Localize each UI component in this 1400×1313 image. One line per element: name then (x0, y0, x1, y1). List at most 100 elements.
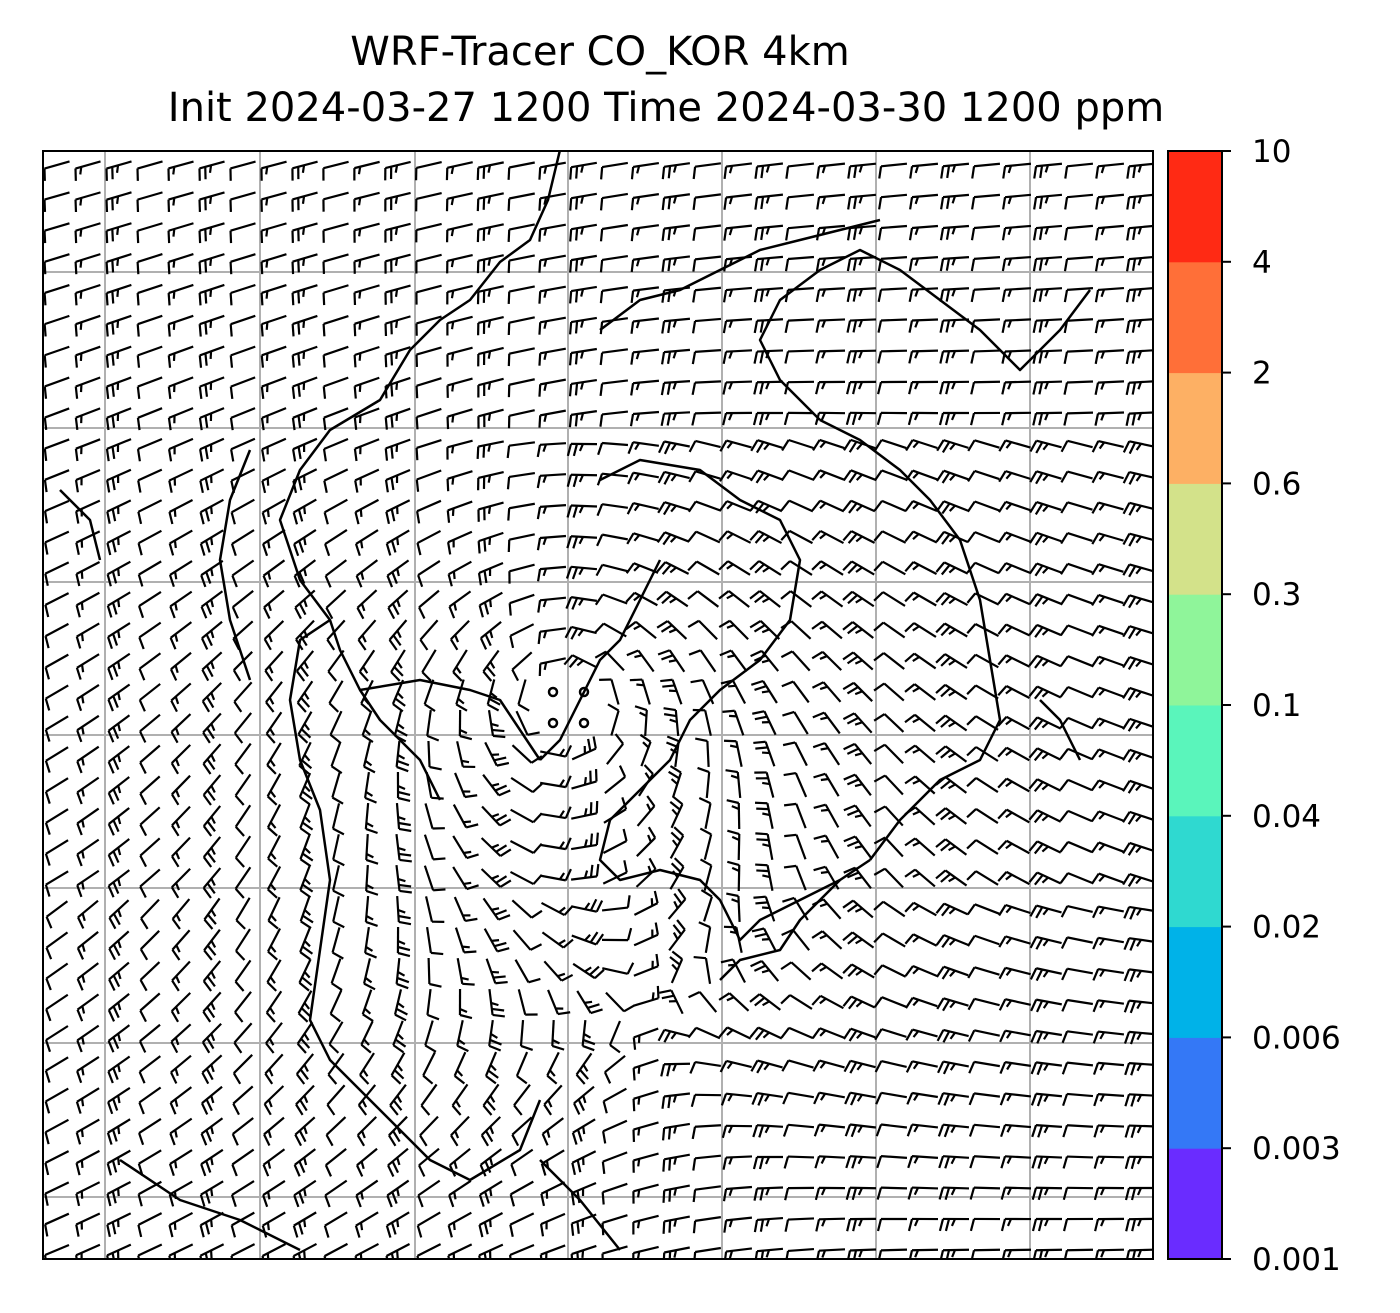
wind-barb (200, 559, 224, 588)
wind-barb (537, 627, 567, 645)
wind-barb (1122, 625, 1153, 640)
wind-barb (904, 964, 938, 978)
wind-barb (908, 380, 939, 395)
wind-barb (331, 772, 344, 805)
wind-barb (515, 710, 540, 736)
wind-barb (780, 650, 811, 672)
wind-barb (967, 997, 1000, 1011)
wind-barb (266, 773, 282, 806)
wind-barb (74, 468, 101, 493)
wind-barb (266, 742, 282, 775)
wind-barb (668, 765, 683, 798)
wind-barb (230, 498, 255, 525)
coastline-segment (598, 819, 871, 942)
wind-barb (106, 622, 131, 650)
wind-barb (107, 714, 131, 743)
wind-barb (659, 989, 684, 1015)
wind-barb (446, 408, 473, 430)
wind-barb (138, 621, 162, 650)
wind-barb (998, 470, 1031, 483)
wind-barb (657, 470, 690, 485)
wind-barb (170, 774, 191, 806)
wind-barb (601, 1151, 628, 1175)
wind-barb (602, 1087, 627, 1114)
wind-barb (783, 864, 807, 891)
colorbar-tick-label: 0.006 (1252, 1020, 1341, 1056)
wind-barb (1090, 872, 1124, 885)
wind-barb (572, 962, 605, 980)
wind-barb (1030, 1029, 1063, 1044)
wind-barb (846, 318, 877, 333)
wind-barb (630, 348, 660, 365)
wind-barb (811, 994, 844, 1010)
wind-barb (230, 1211, 255, 1238)
wind-barb (477, 316, 504, 336)
wind-barb (75, 653, 100, 680)
wind-barb (107, 869, 131, 898)
wind-barb (784, 318, 815, 334)
wind-barb (511, 651, 533, 682)
wind-barb (43, 438, 70, 461)
wind-barb (446, 346, 473, 367)
wind-barb (295, 1053, 315, 1085)
wind-barb (843, 1059, 876, 1074)
wind-barb (447, 560, 472, 587)
wind-barb (816, 1248, 846, 1259)
wind-barb (392, 1020, 407, 1054)
wind-barb (998, 903, 1031, 917)
wind-barb (781, 928, 810, 951)
wind-barb (417, 1179, 441, 1208)
wind-barb (506, 471, 536, 490)
wind-barb (1059, 593, 1093, 606)
map-subtitle: Init 2024-03-27 1200 Time 2024-03-30 120… (167, 85, 1165, 131)
calm-wind-marker (547, 686, 559, 698)
wind-barb (107, 807, 130, 836)
wind-barb (811, 650, 843, 671)
wind-barb (355, 559, 379, 588)
wind-barb (749, 529, 783, 545)
wind-barb (415, 253, 442, 274)
wind-barb (291, 160, 318, 181)
wind-barb (752, 1124, 784, 1138)
wind-barb (384, 253, 411, 274)
wind-barb (811, 590, 844, 608)
wind-barb (847, 162, 877, 179)
wind-barb (657, 501, 690, 516)
wind-barb (108, 961, 130, 991)
colorbar-tick-label: 0.003 (1252, 1131, 1341, 1167)
wind-barb (1061, 998, 1094, 1012)
wind-barb (907, 411, 939, 426)
wind-barb (229, 345, 256, 368)
wind-barb (1029, 531, 1062, 546)
wind-barb (908, 224, 939, 241)
wind-barb (1122, 810, 1153, 825)
wind-barb (908, 1248, 939, 1259)
wind-barb (662, 1246, 690, 1259)
colorbar-bin (1168, 815, 1222, 928)
wind-barb (416, 1243, 442, 1259)
wind-barb (1125, 349, 1153, 365)
wind-barb (76, 1024, 100, 1053)
wind-barb (422, 1051, 436, 1085)
wind-barb (507, 378, 535, 398)
wind-barb (725, 769, 742, 799)
wind-barb (167, 222, 194, 244)
wind-barb (171, 898, 191, 930)
wind-barb (749, 993, 782, 1011)
wind-barb (603, 797, 628, 824)
wind-barb (601, 927, 633, 942)
wind-barb (417, 559, 441, 588)
wind-barb (74, 407, 101, 431)
wind-barb (105, 191, 132, 213)
wind-barb (937, 1123, 970, 1138)
wind-barb (609, 1020, 621, 1054)
wind-barb (427, 740, 442, 771)
wind-barb (939, 349, 970, 364)
wind-barb (291, 314, 318, 337)
wind-barb (874, 438, 907, 451)
wind-barb (1000, 1155, 1032, 1169)
wind-barb (357, 619, 377, 651)
coastline-segment (819, 418, 1002, 861)
wind-barb (74, 191, 101, 213)
wind-barb (291, 407, 318, 431)
